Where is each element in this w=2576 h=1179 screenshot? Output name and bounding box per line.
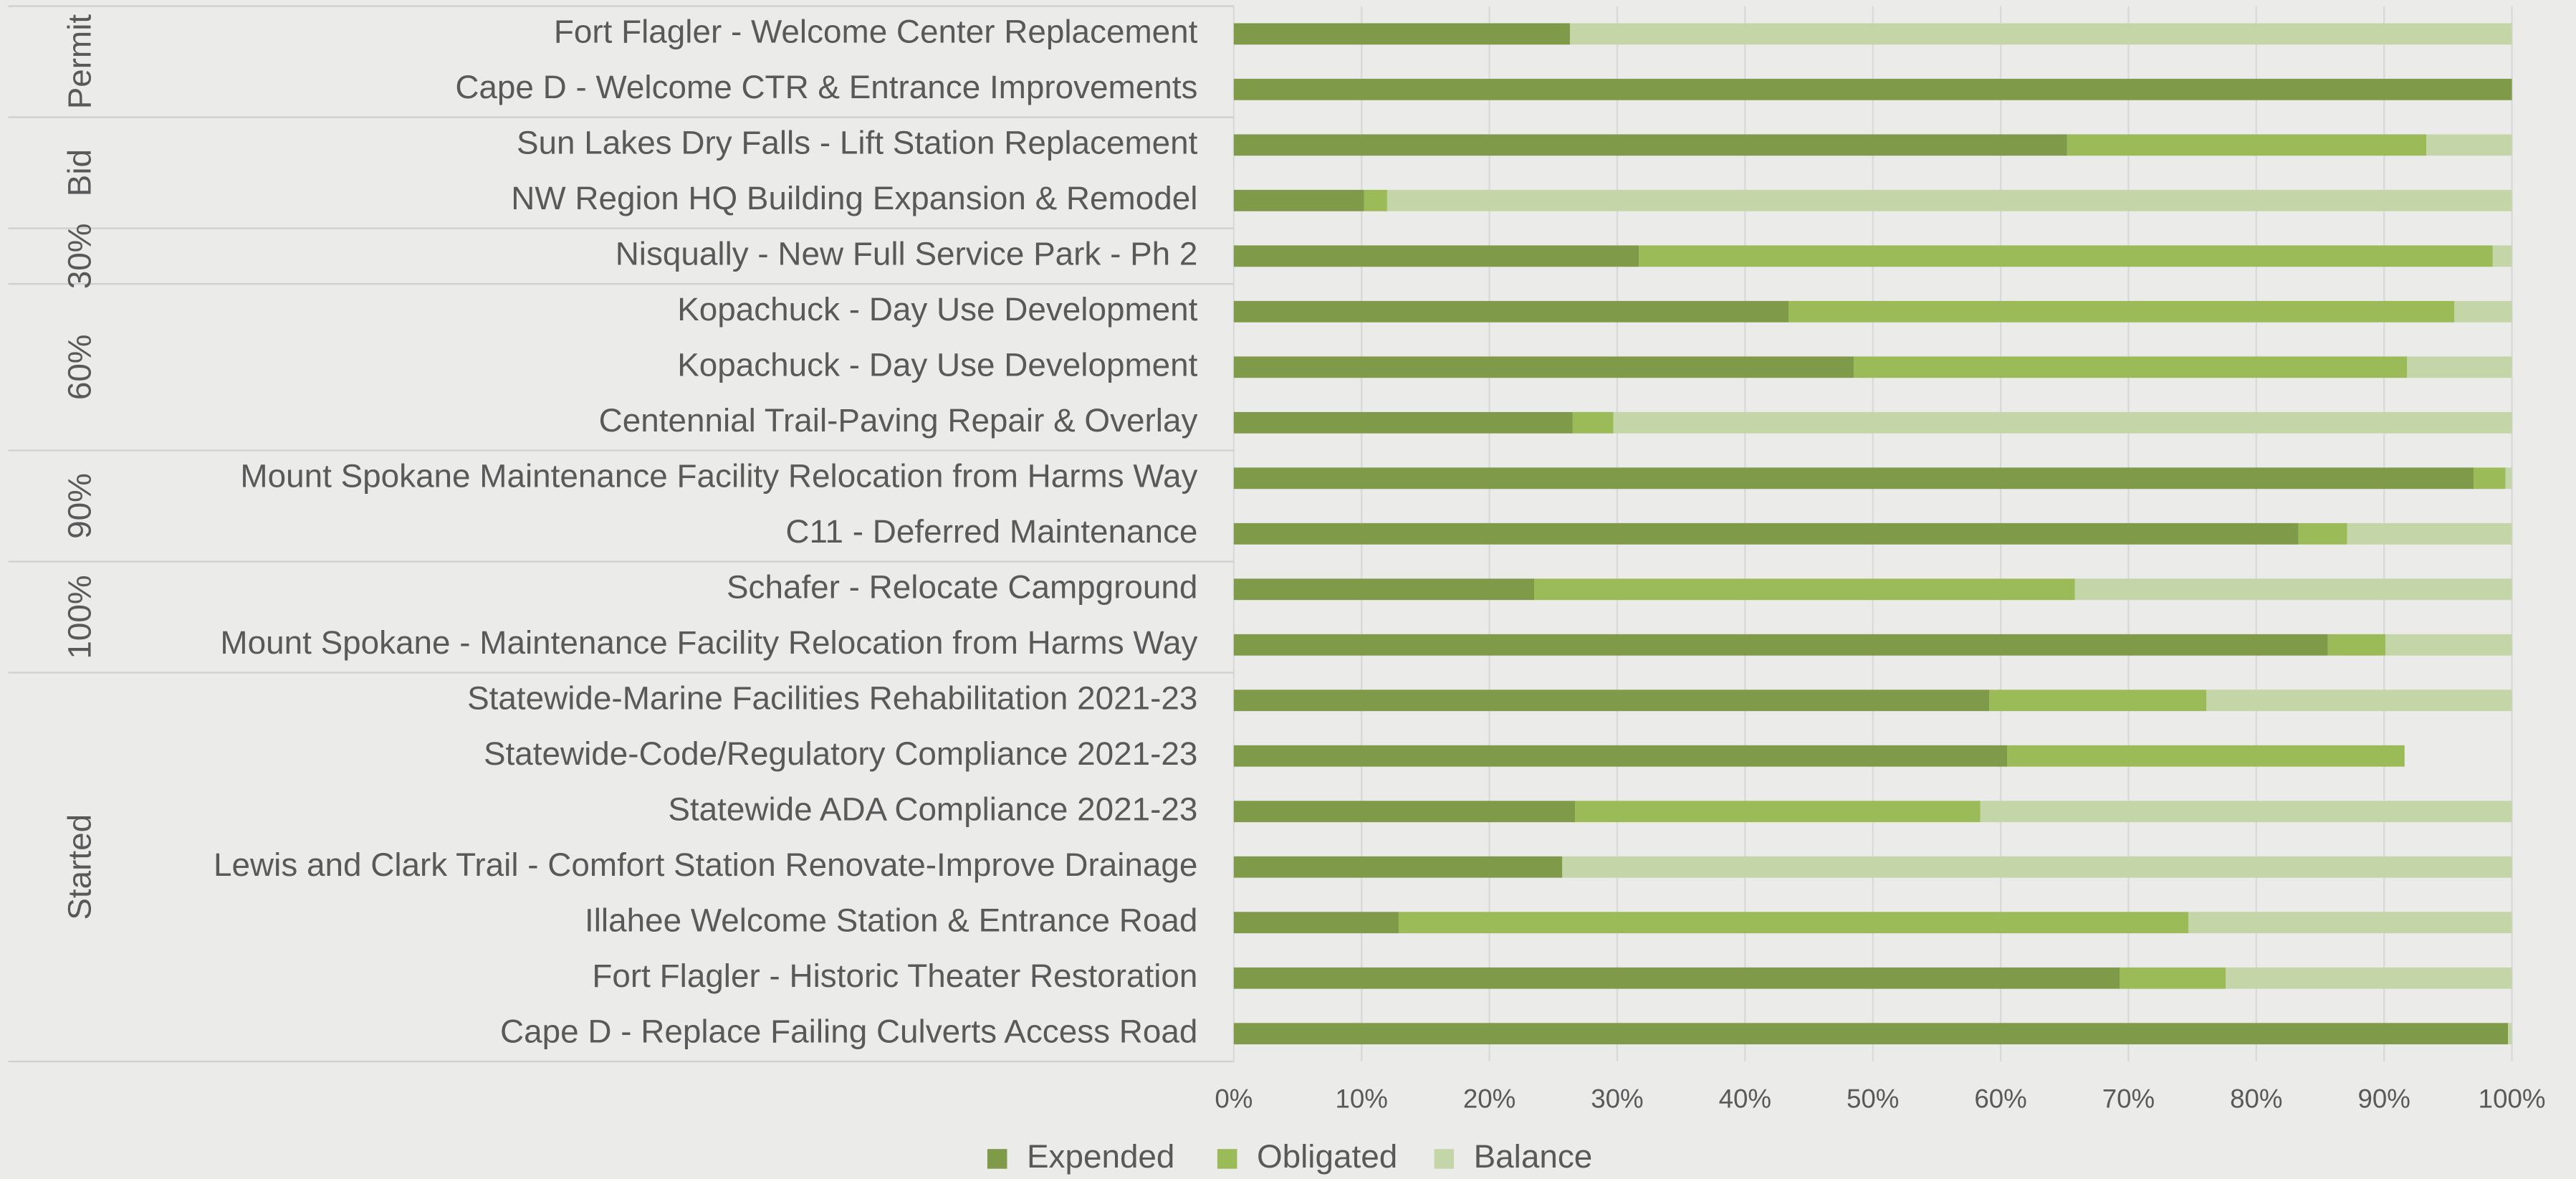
category-label: Nisqually - New Full Service Park - Ph 2 <box>616 234 1198 272</box>
group-label: 90% <box>61 473 98 539</box>
category-label: Mount Spokane - Maintenance Facility Rel… <box>220 624 1197 661</box>
bar-segment <box>1387 189 2512 211</box>
x-tick-label: 100% <box>2479 1084 2546 1114</box>
category-label: C11 - Deferred Maintenance <box>785 512 1197 550</box>
bar-segment <box>2508 1023 2512 1045</box>
legend-label: Expended <box>1027 1137 1174 1175</box>
bar-segment <box>2385 634 2512 656</box>
category-label: Statewide ADA Compliance 2021-23 <box>668 790 1197 827</box>
bar-segment <box>1233 245 1639 267</box>
bar-segment <box>2454 300 2512 323</box>
bar-segment <box>1233 467 2474 490</box>
bar-segment <box>2327 634 2385 656</box>
category-label: Fort Flagler - Welcome Center Replacemen… <box>554 12 1198 49</box>
bar-segment <box>1788 300 2455 323</box>
group-label: Permit <box>61 14 98 110</box>
category-label: Mount Spokane Maintenance Facility Reloc… <box>240 457 1197 494</box>
x-tick-label: 20% <box>1463 1084 1516 1114</box>
category-label: Kopachuck - Day Use Development <box>677 290 1197 328</box>
bar-segment <box>2492 245 2512 267</box>
x-tick-label: 80% <box>2230 1084 2282 1114</box>
x-tick-label: 70% <box>2102 1084 2155 1114</box>
group-label: Started <box>61 814 98 920</box>
group-label: 100% <box>61 575 98 659</box>
bar-segment <box>1233 578 1535 601</box>
bar-segment <box>2298 522 2347 545</box>
bar-segment <box>2426 134 2512 156</box>
bar-segment <box>2074 578 2512 601</box>
category-label: Sun Lakes Dry Falls - Lift Station Repla… <box>517 123 1198 161</box>
bar-segment <box>2119 967 2226 989</box>
bar-segment <box>1989 689 2207 712</box>
bar-segment <box>2505 467 2512 490</box>
bar-segment <box>1233 356 1854 378</box>
bar-segment <box>1233 634 2328 656</box>
bar-segment <box>2347 522 2512 545</box>
x-tick-label: 10% <box>1336 1084 1388 1114</box>
bar-segment <box>2407 356 2512 378</box>
bar-segment <box>1233 411 1573 434</box>
category-label: Schafer - Relocate Campground <box>727 568 1197 605</box>
category-label: Lewis and Clark Trail - Comfort Station … <box>214 846 1197 883</box>
group-label: 60% <box>61 334 98 400</box>
bar-segment <box>1853 356 2408 378</box>
bar-segment <box>1233 134 2067 156</box>
category-label: Statewide-Marine Facilities Rehabilitati… <box>467 679 1197 716</box>
bar-segment <box>2226 967 2512 989</box>
bar-segment <box>2067 134 2427 156</box>
bar-segment <box>2206 689 2512 712</box>
category-label: Fort Flagler - Historic Theater Restorat… <box>592 957 1197 994</box>
bar-segment <box>1233 1023 2509 1045</box>
bar-segment <box>1233 189 1364 211</box>
group-label: Bid <box>61 149 98 196</box>
bar-segment <box>1233 78 2512 100</box>
bar-segment <box>1233 856 1563 878</box>
x-tick-label: 40% <box>1719 1084 1771 1114</box>
legend-swatch <box>1217 1149 1237 1169</box>
group-label: 30% <box>61 223 98 289</box>
bar-segment <box>1613 411 2512 434</box>
x-tick-label: 0% <box>1215 1084 1253 1114</box>
bar-segment <box>1233 300 1789 323</box>
category-label: Cape D - Welcome CTR & Entrance Improvem… <box>455 68 1197 105</box>
legend-label: Balance <box>1474 1137 1593 1175</box>
bar-segment <box>1639 245 2493 267</box>
bar-segment <box>1233 522 2299 545</box>
bar-segment <box>2474 467 2506 490</box>
bar-segment <box>2188 912 2512 934</box>
x-tick-label: 60% <box>1974 1084 2026 1114</box>
category-label: NW Region HQ Building Expansion & Remode… <box>511 179 1197 216</box>
category-label: Cape D - Replace Failing Culverts Access… <box>500 1012 1197 1049</box>
bar-segment <box>1233 801 1576 823</box>
bar-segment <box>1364 189 1387 211</box>
x-tick-label: 90% <box>2358 1084 2410 1114</box>
bar-segment <box>1233 689 1990 712</box>
bar-segment <box>2007 745 2405 767</box>
legend-swatch <box>1434 1149 1455 1169</box>
bar-segment <box>1569 23 2512 45</box>
bar-segment <box>1233 967 2120 989</box>
bar-segment <box>1233 23 1570 45</box>
legend-label: Obligated <box>1257 1137 1397 1175</box>
bar-segment <box>1233 745 2008 767</box>
category-label: Illahee Welcome Station & Entrance Road <box>585 901 1197 938</box>
bar-segment <box>1572 411 1614 434</box>
x-tick-label: 30% <box>1591 1084 1643 1114</box>
category-label: Centennial Trail-Paving Repair & Overlay <box>599 401 1198 439</box>
bar-segment <box>1575 801 1981 823</box>
bar-segment <box>1562 856 2512 878</box>
legend-swatch <box>987 1149 1007 1169</box>
bar-segment <box>1980 801 2512 823</box>
x-tick-label: 50% <box>1847 1084 1899 1114</box>
bar-segment <box>1534 578 2075 601</box>
bar-segment <box>1233 912 1399 934</box>
bar-segment <box>1398 912 2189 934</box>
category-label: Statewide-Code/Regulatory Compliance 202… <box>484 735 1197 772</box>
category-label: Kopachuck - Day Use Development <box>677 345 1197 383</box>
